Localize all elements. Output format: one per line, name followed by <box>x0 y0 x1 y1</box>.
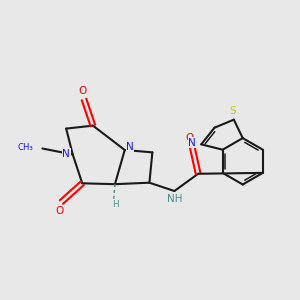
Text: O: O <box>78 85 87 96</box>
Text: N: N <box>62 148 70 159</box>
Text: S: S <box>229 106 236 116</box>
Text: N: N <box>188 138 196 148</box>
Text: N: N <box>126 142 134 152</box>
Text: CH₃: CH₃ <box>17 143 33 152</box>
Text: NH: NH <box>167 194 183 204</box>
Text: O: O <box>56 206 64 216</box>
Text: O: O <box>186 133 194 143</box>
Text: H: H <box>112 200 119 209</box>
